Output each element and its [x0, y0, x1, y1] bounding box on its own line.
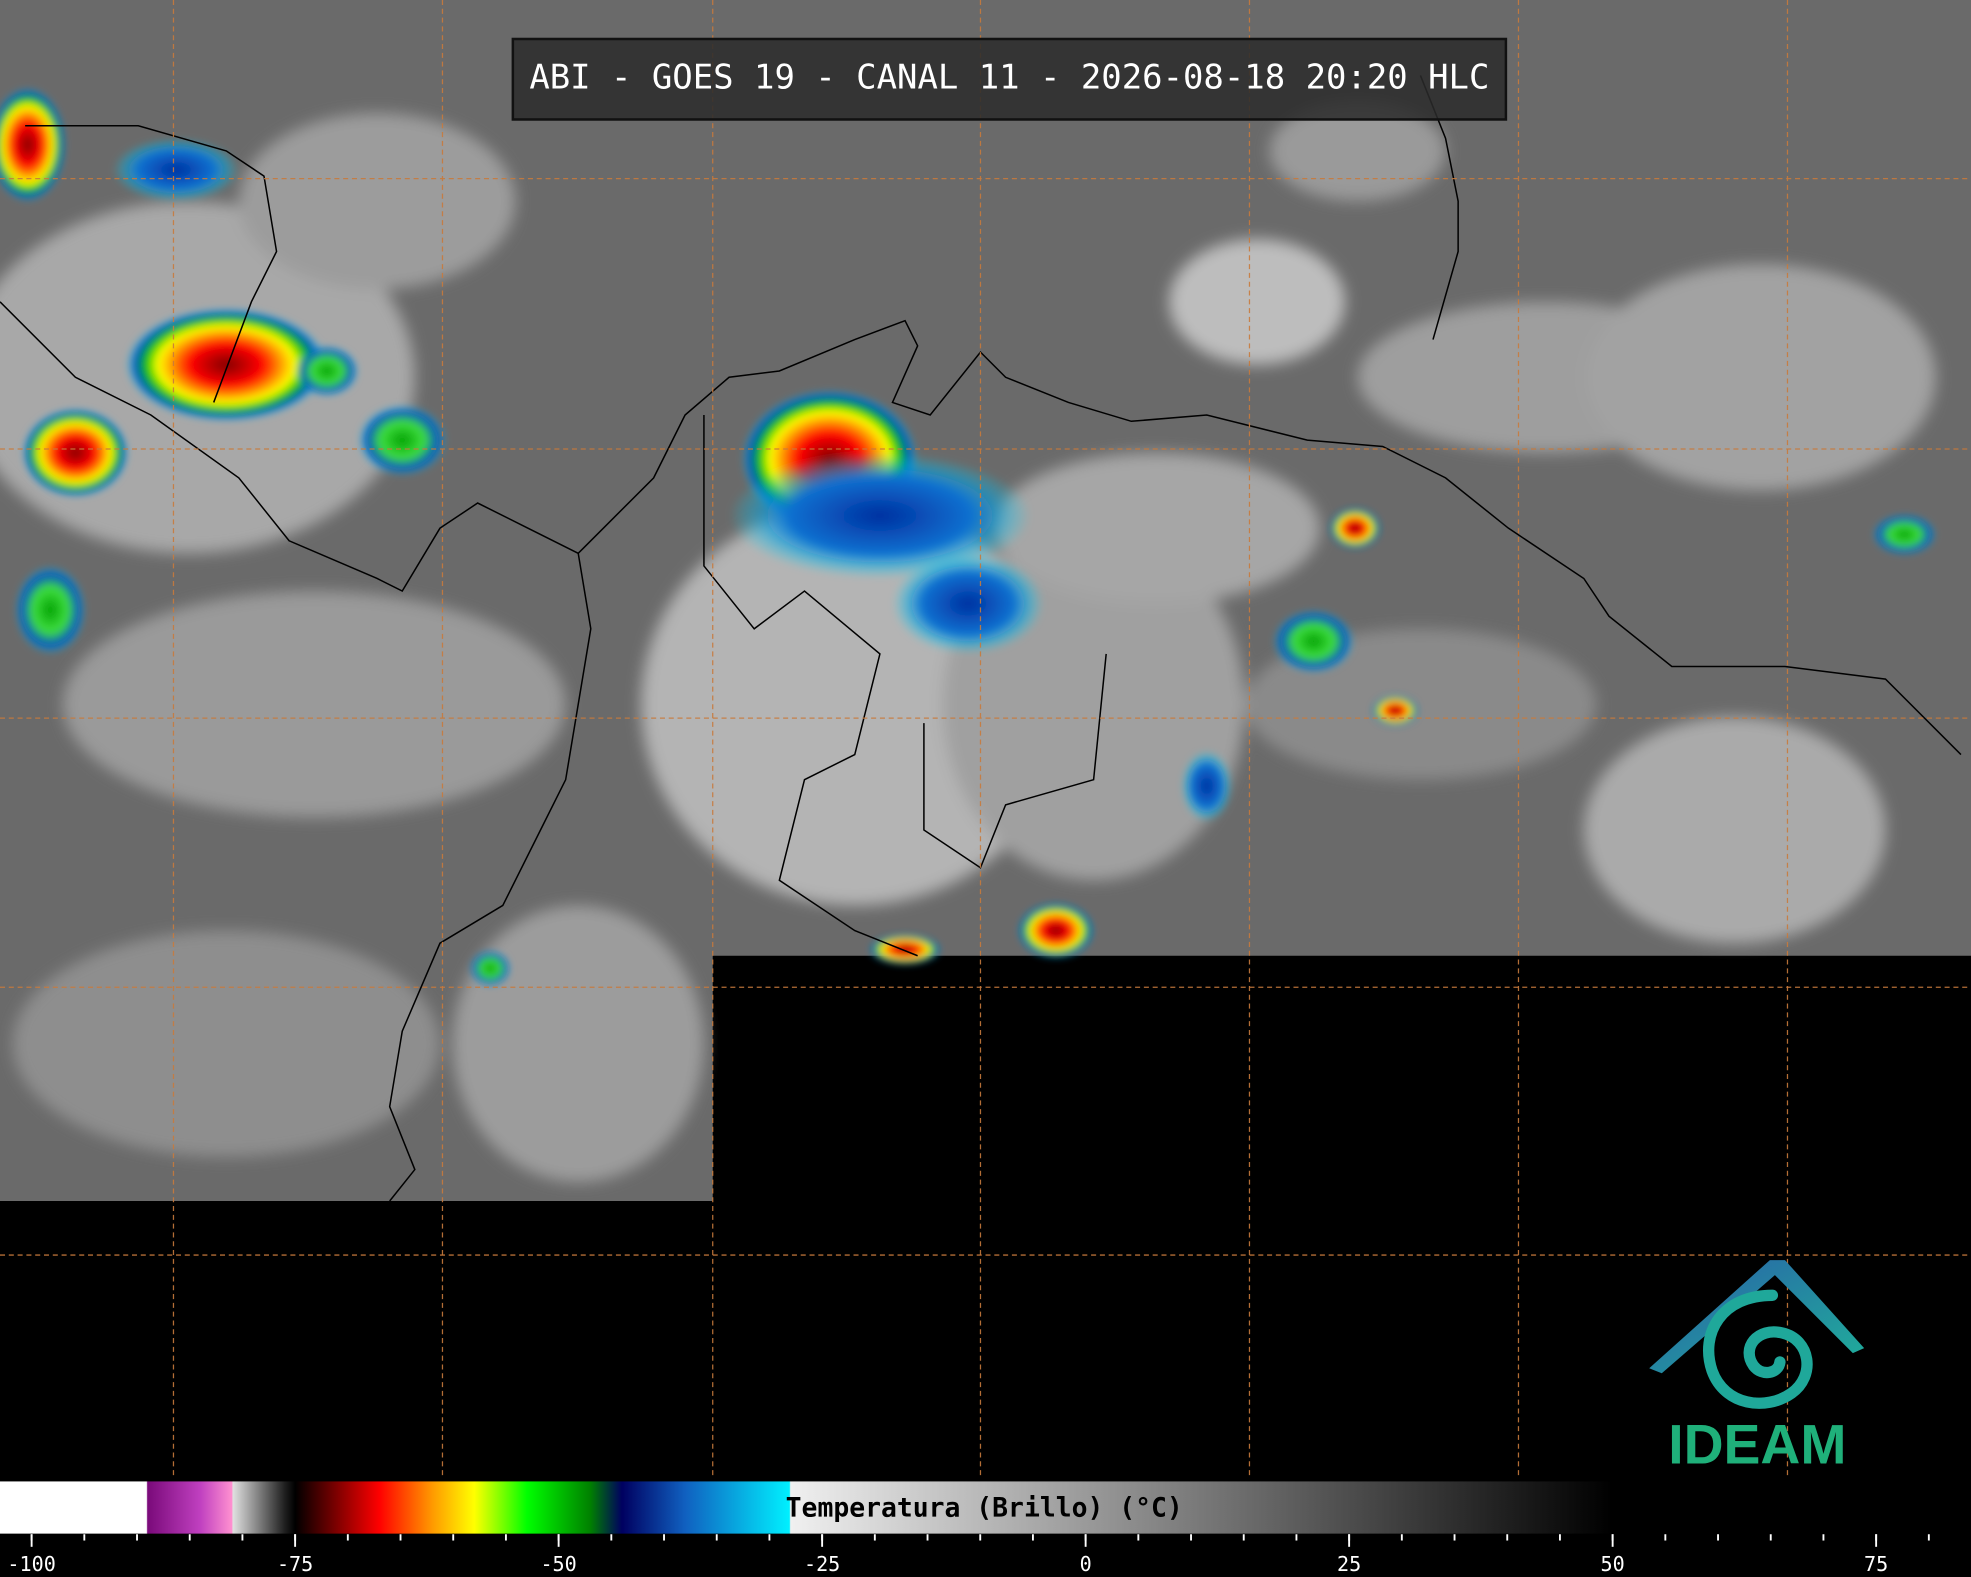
tick-label: 0	[1080, 1552, 1092, 1576]
colorbar-bar	[0, 1481, 1613, 1535]
tick-label: -100	[7, 1552, 55, 1576]
tick-label: -50	[540, 1552, 576, 1576]
colorbar: Temperatura (Brillo) (°C) -100 -75 -50 -25 0…	[0, 1481, 1971, 1576]
graticule	[0, 0, 1971, 1478]
tick-label: 50	[1601, 1552, 1625, 1576]
tick-label: -25	[804, 1552, 840, 1576]
tick-label: 75	[1864, 1552, 1888, 1576]
tick-label: -75	[277, 1552, 313, 1576]
logo-text: IDEAM	[1668, 1413, 1846, 1475]
coastlines	[0, 75, 1962, 1202]
title-box	[511, 37, 1508, 121]
title: ABI - GOES 19 - CANAL 11 - 2026-08-18 20…	[529, 58, 1489, 98]
tick-label: 25	[1337, 1552, 1361, 1576]
ideam-logo: IDEAM	[1649, 1260, 1865, 1475]
convective-cells	[0, 88, 1936, 986]
colorbar-label: Temperatura (Brillo) (°C)	[786, 1493, 1183, 1524]
